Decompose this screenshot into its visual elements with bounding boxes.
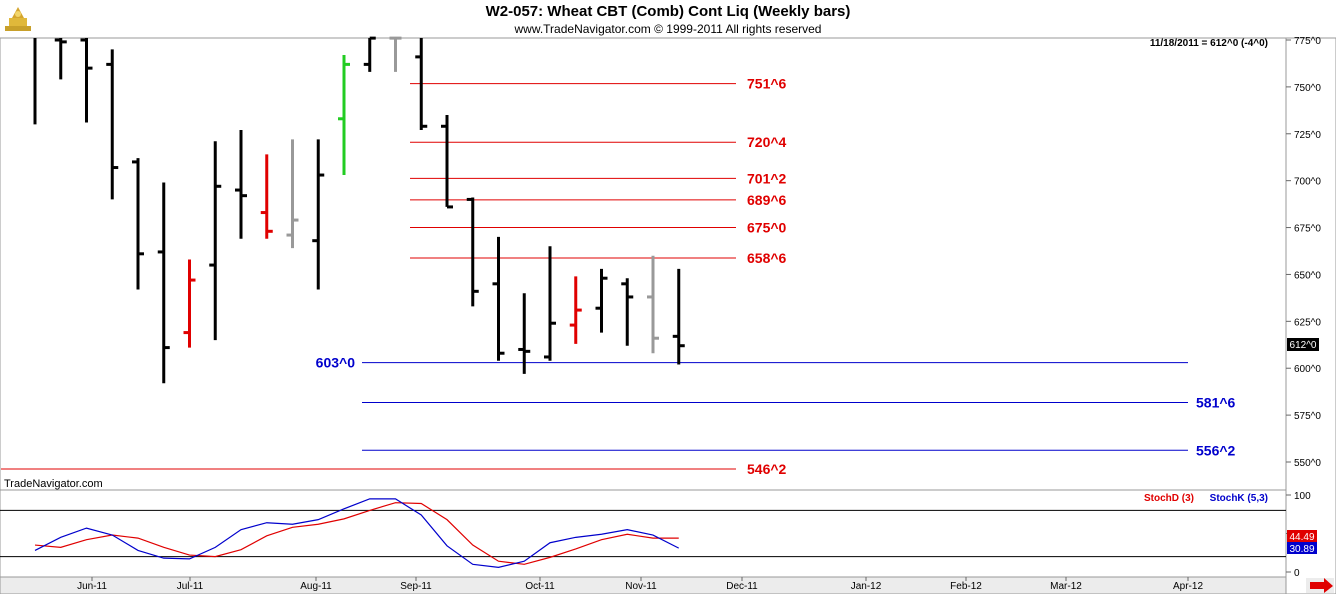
ohlc-bar <box>389 36 402 72</box>
ohlc-bar <box>595 268 608 333</box>
ohlc-bar <box>157 182 170 384</box>
price-axis-label: 575^0 <box>1294 411 1321 422</box>
ohlc-bar <box>209 141 222 341</box>
ohlc-bar <box>106 49 119 200</box>
level-label: 689^6 <box>747 192 787 208</box>
date-axis-label: Dec-11 <box>726 581 758 592</box>
stochk-legend: StochK (5,3) <box>1210 493 1268 504</box>
ohlc-bar <box>441 115 453 209</box>
price-axis-label: 700^0 <box>1294 177 1321 188</box>
stochd-value-tag <box>1287 530 1317 542</box>
price-axis-label: 625^0 <box>1294 317 1321 328</box>
trade-navigator-logo-icon <box>5 7 31 31</box>
price-axis <box>1285 37 1336 594</box>
date-axis-label: Sep-11 <box>400 581 432 592</box>
level-label: 675^0 <box>747 220 787 236</box>
ohlc-bar <box>235 130 247 239</box>
ohlc-bar <box>183 259 196 348</box>
date-axis-label: Mar-12 <box>1050 581 1082 592</box>
level-label: 720^4 <box>747 134 787 150</box>
level-label: 701^2 <box>747 170 787 186</box>
ohlc-bar <box>54 38 67 80</box>
ohlc-bar <box>544 246 556 361</box>
stoch-series-line <box>34 502 679 565</box>
level-label: 556^2 <box>1196 442 1236 458</box>
copyright-text: www.TradeNavigator.com © 1999-2011 All r… <box>514 22 822 36</box>
date-axis-label: Jun-11 <box>77 581 107 592</box>
ohlc-bar <box>672 268 685 365</box>
ohlc-bar <box>80 38 93 123</box>
last-quote-label: 11/18/2011 = 612^0 (-4^0) <box>1150 38 1268 49</box>
level-label: 581^6 <box>1196 394 1236 410</box>
date-axis-label: Jul-11 <box>177 581 204 592</box>
price-axis-label: 725^0 <box>1294 130 1321 141</box>
price-axis-label: 775^0 <box>1294 36 1321 47</box>
stoch-series-line <box>34 498 680 568</box>
stochd-legend: StochD (3) <box>1144 493 1194 504</box>
watermark-label: TradeNavigator.com <box>4 478 103 490</box>
price-axis-label: 650^0 <box>1294 270 1321 281</box>
stochk-value-label: 30.89 <box>1289 544 1314 555</box>
ohlc-bar <box>621 278 634 346</box>
price-tag-label: 612^0 <box>1290 340 1317 351</box>
date-axis-label: Feb-12 <box>950 581 982 592</box>
stochd-value-label: 44.49 <box>1289 532 1314 543</box>
ohlc-bar <box>569 276 582 344</box>
date-axis-label: Oct-11 <box>525 581 555 592</box>
chart-title: W2-057: Wheat CBT (Comb) Cont Liq (Weekl… <box>485 3 851 20</box>
date-axis-label: Aug-11 <box>300 581 332 592</box>
price-axis-label: 750^0 <box>1294 83 1321 94</box>
stoch-axis-label: 0 <box>1294 568 1300 579</box>
chart-header: W2-057: Wheat CBT (Comb) Cont Liq (Weekl… <box>0 0 1336 38</box>
ohlc-bar <box>363 36 376 72</box>
level-label: 603^0 <box>316 355 356 371</box>
ohlc-bar <box>286 139 299 249</box>
ohlc-bar <box>415 38 428 131</box>
price-panel <box>0 37 1287 491</box>
level-label: 751^6 <box>747 76 787 92</box>
level-label: 658^6 <box>747 250 787 266</box>
ohlc-bar <box>647 255 659 354</box>
price-axis-label: 550^0 <box>1294 458 1321 469</box>
price-axis-label: 600^0 <box>1294 364 1321 375</box>
ohlc-bar <box>492 236 505 361</box>
ohlc-bar <box>338 55 350 176</box>
ohlc-bar <box>312 139 325 290</box>
date-axis-label: Nov-11 <box>625 581 657 592</box>
price-tag-box <box>1287 338 1319 351</box>
date-axis-label: Jan-12 <box>851 581 882 592</box>
stoch-axis-label: 100 <box>1294 491 1311 502</box>
ohlc-bar <box>260 154 273 239</box>
ohlc-bar <box>518 293 531 374</box>
price-axis-label: 675^0 <box>1294 224 1321 235</box>
ohlc-bar <box>132 158 144 290</box>
scroll-right-arrow-icon[interactable] <box>1306 578 1334 593</box>
level-label: 546^2 <box>747 461 787 477</box>
ohlc-bar <box>466 197 479 307</box>
stochk-value-tag <box>1287 542 1317 554</box>
date-axis-label: Apr-12 <box>1173 581 1203 592</box>
